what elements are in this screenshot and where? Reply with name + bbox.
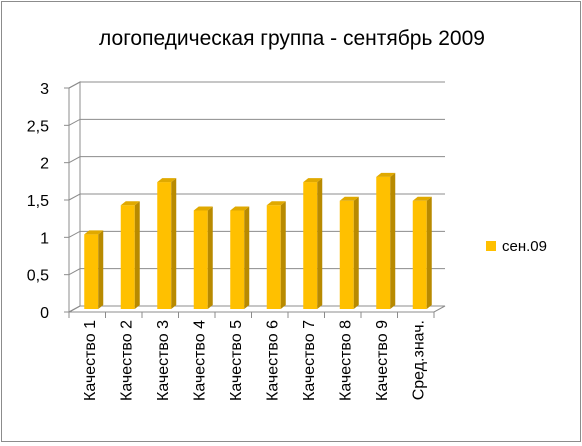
bar-side — [280, 201, 286, 309]
bar-front — [339, 200, 354, 309]
chart-title: логопедическая группа - сентябрь 2009 — [99, 27, 485, 50]
x-tick-label: Качество 4 — [191, 320, 208, 401]
bar-front — [120, 205, 135, 309]
gridline — [68, 81, 445, 89]
bar-side — [171, 178, 177, 309]
bar — [193, 206, 213, 309]
gridline — [68, 268, 445, 276]
legend-label: сен.09 — [502, 238, 547, 255]
bar-front — [230, 210, 245, 309]
bar-top — [84, 230, 104, 235]
bar — [303, 178, 323, 309]
y-tick-label: 1,5 — [27, 193, 49, 210]
x-tick-label: Качество 8 — [337, 320, 354, 401]
bar-top — [230, 206, 250, 211]
bar — [120, 201, 140, 309]
bar-front — [412, 200, 427, 309]
y-tick-label: 2,5 — [27, 118, 49, 135]
bar — [266, 201, 286, 309]
bar-top — [120, 201, 140, 206]
gridline — [68, 193, 445, 201]
x-axis: Качество 1 Качество 2 Качество 3 Качество 4… — [68, 312, 435, 401]
bar — [230, 206, 250, 309]
bar-side — [244, 206, 250, 309]
x-tick-label: Качество 1 — [82, 320, 99, 401]
x-tick-label: Сред.знач. — [410, 320, 427, 400]
y-axis: 0 0,5 1 1,5 2 2,5 3 — [27, 81, 70, 322]
x-tick-label: Качество 2 — [118, 320, 135, 401]
bar-side — [353, 196, 359, 309]
bar — [376, 172, 396, 309]
y-tick-label: 3 — [40, 81, 49, 98]
x-tick-label: Качество 5 — [228, 320, 245, 401]
gridline — [68, 305, 445, 313]
bar-front — [157, 182, 172, 309]
gridline — [68, 156, 445, 164]
y-tick-label: 2 — [40, 156, 49, 173]
bar-front — [193, 210, 208, 309]
bar-top — [376, 172, 396, 177]
bar — [84, 230, 104, 309]
bar — [412, 196, 432, 309]
y-tick-label: 0 — [40, 305, 49, 322]
y-tick-label: 0,5 — [27, 268, 49, 285]
bar — [157, 178, 177, 309]
bar-front — [303, 182, 318, 309]
bar-side — [134, 201, 140, 309]
bar-top — [303, 178, 323, 183]
bar-chart: логопедическая группа - сентябрь 2009 00… — [27, 27, 547, 401]
bar-top — [266, 201, 286, 206]
bar-side — [426, 196, 432, 309]
x-tick-label: Качество 7 — [301, 320, 318, 401]
bar-side — [390, 172, 396, 309]
gridline — [68, 118, 445, 126]
bar-top — [339, 196, 359, 201]
bar-front — [84, 234, 99, 309]
legend: сен.09 — [486, 238, 547, 255]
x-tick-label: Качество 9 — [374, 320, 391, 401]
bar-top — [157, 178, 177, 183]
bar-side — [207, 206, 213, 309]
gridline — [68, 230, 445, 238]
x-tick-label: Качество 3 — [155, 320, 172, 401]
bar — [339, 196, 359, 309]
y-tick-label: 1 — [40, 230, 49, 247]
x-tick-label: Качество 6 — [264, 320, 281, 401]
bar-top — [193, 206, 213, 211]
gridlines — [68, 81, 445, 313]
legend-swatch — [486, 241, 496, 251]
bar-front — [266, 205, 281, 309]
bar-front — [376, 176, 391, 309]
bar-side — [317, 178, 323, 309]
bar-top — [412, 196, 432, 201]
bar-side — [98, 230, 104, 309]
bars — [84, 172, 432, 309]
